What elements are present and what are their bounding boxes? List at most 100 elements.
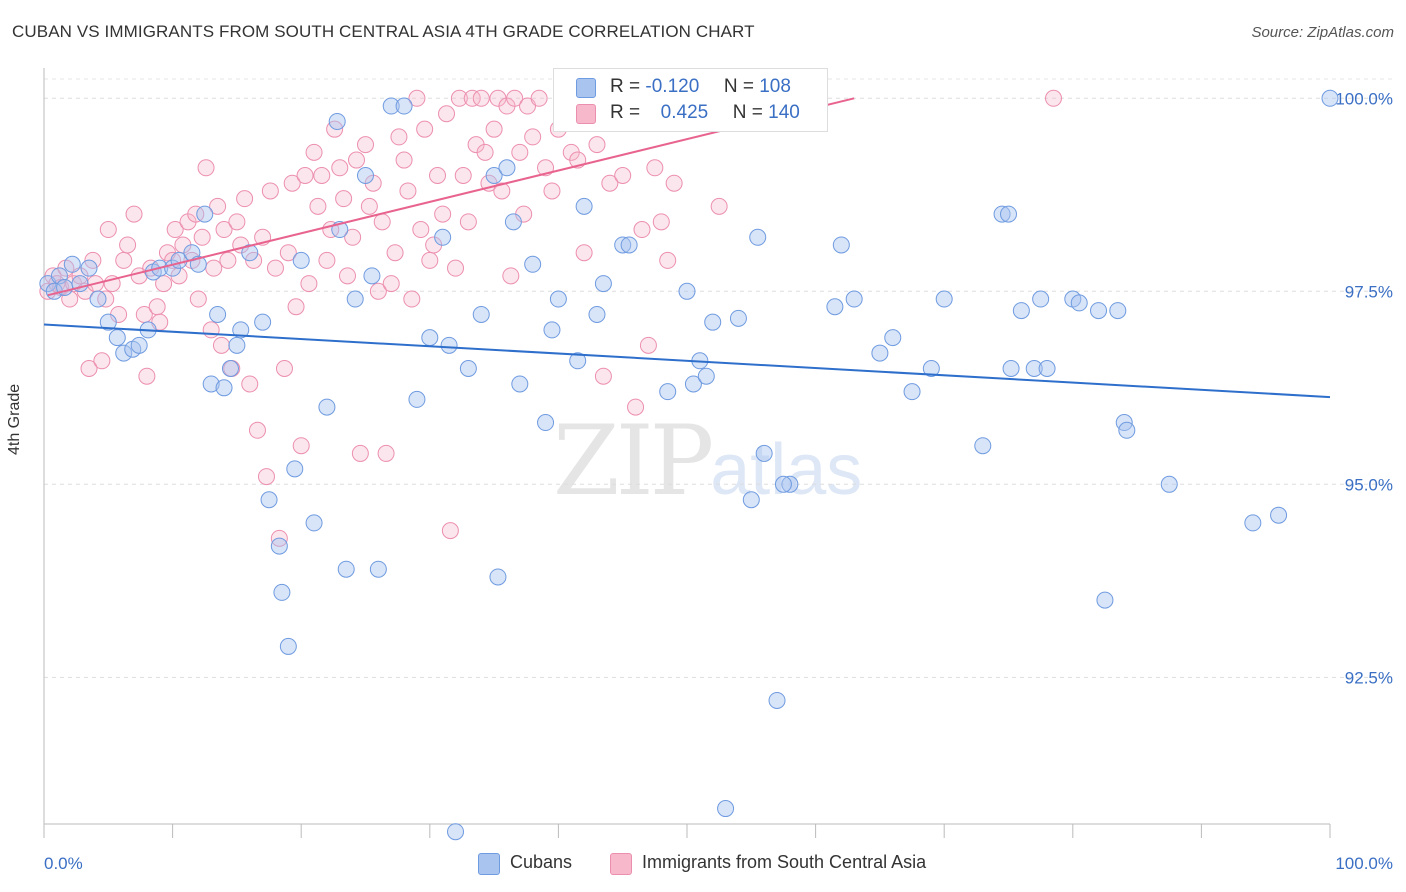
cubans-point xyxy=(130,336,148,354)
cubans-point xyxy=(935,290,953,308)
immigrants-point xyxy=(219,251,237,269)
immigrants-point xyxy=(434,205,452,223)
cubans-point xyxy=(357,167,374,185)
immigrants-point xyxy=(659,251,677,269)
cubans-point xyxy=(768,691,786,709)
cubans-point xyxy=(115,344,133,362)
immigrants-point xyxy=(215,221,233,239)
bottom-legend-label-immigrants: Immigrants from South Central Asia xyxy=(642,852,927,872)
cubans-point xyxy=(1090,302,1108,320)
cubans-point xyxy=(221,360,239,378)
immigrants-point xyxy=(80,360,98,378)
cubans-point xyxy=(273,583,291,601)
cubans-point xyxy=(1012,302,1030,320)
cubans-point xyxy=(459,360,477,378)
cubans-point xyxy=(209,305,227,323)
cubans-point xyxy=(485,167,503,185)
cubans-point xyxy=(832,236,850,254)
immigrants-point xyxy=(344,228,362,246)
immigrants-point xyxy=(390,128,408,146)
legend-swatch-cubans xyxy=(576,78,596,98)
cubans-point xyxy=(395,97,413,115)
immigrants-point xyxy=(601,174,619,192)
cubans-point xyxy=(498,159,516,177)
immigrants-point xyxy=(588,136,606,154)
immigrants-point xyxy=(189,290,207,308)
immigrants-point xyxy=(357,136,374,154)
immigrants-point xyxy=(205,259,223,277)
immigrants-point xyxy=(335,190,353,208)
n-label: N = xyxy=(723,76,754,97)
immigrants-point xyxy=(1045,89,1063,107)
cubans-point xyxy=(89,290,107,308)
immigrants-point xyxy=(360,197,378,215)
y-tick-label: 95.0% xyxy=(1345,475,1393,494)
cubans-point xyxy=(1038,360,1056,378)
source-label: Source: ZipAtlas.com xyxy=(1251,24,1394,41)
cubans-point xyxy=(99,313,117,331)
immigrants-point xyxy=(347,151,365,169)
r-value-immigrants: 0.425 xyxy=(660,102,709,123)
immigrants-point xyxy=(125,205,143,223)
immigrants-point xyxy=(395,151,413,169)
cubans-point xyxy=(80,259,98,277)
cubans-point xyxy=(489,568,507,586)
cubans-point xyxy=(434,228,452,246)
immigrants-point xyxy=(287,298,305,316)
r-value-cubans: -0.120 xyxy=(645,76,700,97)
cubans-point xyxy=(241,244,259,262)
watermark-atlas: atlas xyxy=(710,430,863,510)
x-tick-label-min: 0.0% xyxy=(44,854,83,873)
immigrants-point xyxy=(305,143,323,161)
cubans-point xyxy=(993,205,1011,223)
bottom-legend-swatch-immigrants xyxy=(610,853,632,875)
cubans-point xyxy=(1270,506,1288,524)
cubans-point xyxy=(511,375,529,393)
immigrants-point xyxy=(296,167,314,185)
y-tick-label: 100.0% xyxy=(1335,89,1393,108)
legend-stats-immigrants: R = 0.425 N = 140 xyxy=(610,102,800,124)
cubans-point xyxy=(286,460,304,478)
immigrants-point xyxy=(416,120,434,138)
r-label: R = xyxy=(610,102,641,123)
cubans-point xyxy=(1032,290,1050,308)
immigrants-point xyxy=(248,421,266,439)
cubans-point xyxy=(524,255,542,273)
cubans-point xyxy=(196,205,214,223)
cubans-point xyxy=(1002,360,1020,378)
cubans-point xyxy=(871,344,889,362)
immigrants-point xyxy=(283,174,301,192)
cubans-trend-line xyxy=(43,323,1331,399)
cubans-point xyxy=(1244,514,1262,532)
cubans-point xyxy=(1321,89,1339,107)
immigrants-point xyxy=(313,167,331,185)
immigrants-point xyxy=(279,244,297,262)
cubans-point xyxy=(363,267,381,285)
immigrants-point xyxy=(386,244,404,262)
immigrants-point xyxy=(472,89,490,107)
immigrants-point xyxy=(421,251,439,269)
x-tick-label-max: 100.0% xyxy=(1335,854,1393,873)
cubans-point xyxy=(845,290,863,308)
immigrants-point xyxy=(99,221,117,239)
watermark: ZIPatlas xyxy=(553,405,862,517)
cubans-point xyxy=(1025,360,1043,378)
cubans-point xyxy=(620,236,638,254)
legend-swatch-immigrants xyxy=(576,104,596,124)
legend-stats-cubans: R = -0.120 N = 108 xyxy=(610,76,791,98)
cubans-point xyxy=(254,313,272,331)
immigrants-point xyxy=(292,437,310,455)
cubans-point xyxy=(774,475,792,493)
immigrants-point xyxy=(115,251,133,269)
cubans-point xyxy=(232,321,250,339)
immigrants-point xyxy=(300,275,318,293)
immigrants-point xyxy=(511,143,529,161)
immigrants-point xyxy=(614,167,632,185)
bottom-legend-label-cubans: Cubans xyxy=(510,852,573,872)
immigrants-point xyxy=(228,213,246,231)
immigrants-point xyxy=(209,197,227,215)
immigrants-point xyxy=(594,367,612,385)
immigrants-point xyxy=(119,236,137,254)
immigrants-point xyxy=(399,182,417,200)
